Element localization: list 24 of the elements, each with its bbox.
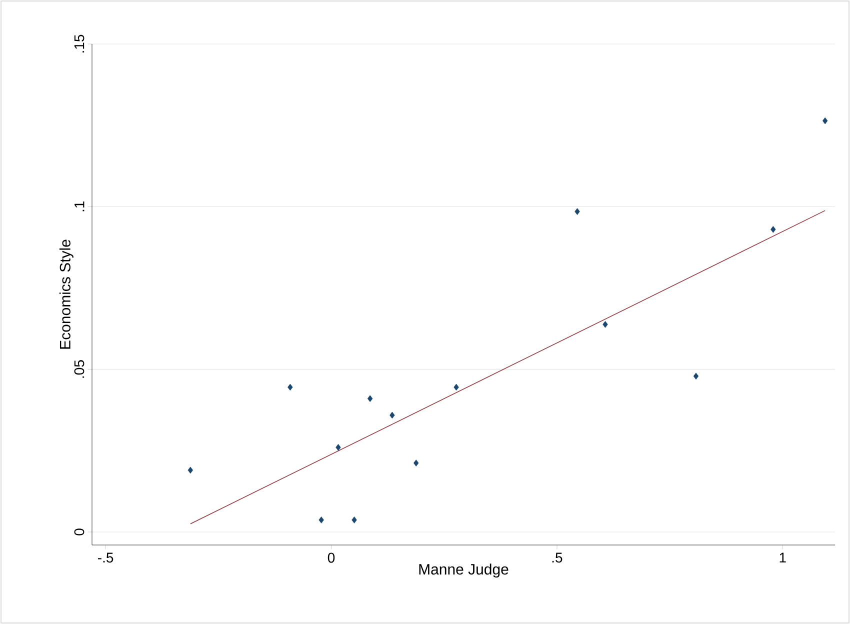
point [693, 372, 699, 380]
x-tick-label: -.5 [98, 552, 114, 563]
point [367, 395, 373, 402]
x-tick-label: 0 [328, 552, 335, 563]
point [770, 226, 776, 233]
x-tick-label: 1 [780, 552, 786, 562]
point [336, 444, 341, 451]
point [574, 208, 580, 215]
point [822, 117, 828, 124]
point [352, 516, 357, 524]
y-tick-label: .1 [74, 202, 84, 212]
point [188, 466, 194, 474]
x-axis-title: Manne Judge [419, 564, 508, 578]
y-tick-label: .05 [74, 360, 84, 378]
point [454, 384, 459, 391]
point [318, 516, 324, 524]
point [602, 321, 608, 328]
x-tick-label: .5 [552, 552, 562, 563]
y-tick-label: .15 [74, 34, 84, 52]
point [414, 460, 419, 466]
y-tick-label: 0 [74, 528, 84, 536]
point [390, 412, 395, 419]
point [288, 384, 293, 391]
y-axis-title: Economics Style [59, 240, 74, 349]
